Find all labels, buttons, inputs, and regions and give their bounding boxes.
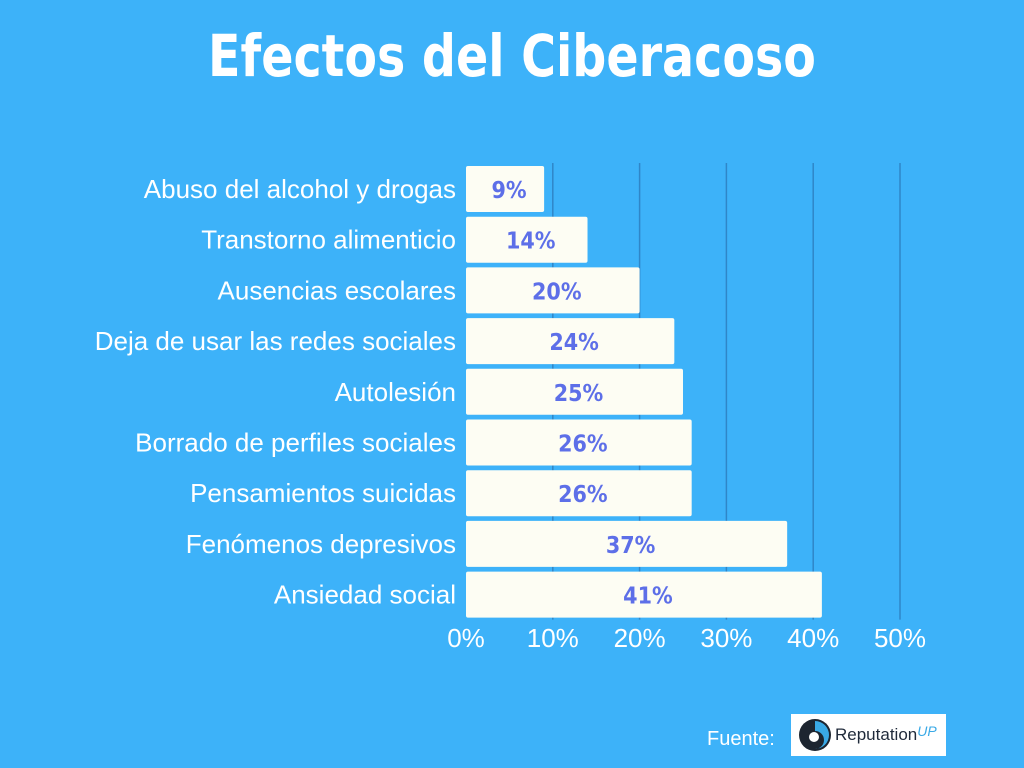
- value-label: 41%: [623, 584, 673, 610]
- chart-title: Efectos del Ciberacoso: [208, 22, 816, 90]
- bar: [466, 520, 788, 567]
- bar: [466, 419, 692, 466]
- bar-chart: Abuso del alcohol y drogas 9% Transtorno a…: [95, 163, 926, 653]
- logo-superscript: UP: [917, 723, 937, 739]
- category-label: Pensamientos suicidas: [190, 478, 456, 508]
- value-label: 25%: [554, 381, 604, 407]
- bar: [466, 216, 588, 263]
- reputationup-logo-icon: [799, 719, 831, 751]
- x-tick-label: 10%: [527, 623, 579, 653]
- x-tick-label: 50%: [874, 623, 926, 653]
- bar: [466, 470, 692, 517]
- bar: [466, 571, 822, 618]
- category-label: Ansiedad social: [274, 580, 456, 610]
- bar: [466, 368, 683, 415]
- logo-text: Reputation: [835, 725, 918, 744]
- x-tick-label: 0%: [447, 623, 485, 653]
- reputationup-logo[interactable]: Reputation UP: [791, 714, 946, 756]
- category-label: Ausencias escolares: [218, 275, 456, 305]
- bar: [466, 318, 675, 365]
- source-label: Fuente:: [707, 728, 775, 750]
- value-label: 9%: [491, 178, 526, 204]
- category-label: Borrado de perfiles sociales: [135, 428, 456, 458]
- category-label: Deja de usar las redes sociales: [95, 326, 456, 356]
- value-label: 20%: [532, 279, 582, 305]
- value-label: 26%: [558, 432, 608, 458]
- category-label: Transtorno alimenticio: [201, 225, 456, 255]
- value-label: 37%: [606, 533, 656, 559]
- value-label: 14%: [506, 229, 556, 255]
- x-tick-label: 20%: [614, 623, 666, 653]
- bar: [466, 166, 545, 212]
- category-label: Abuso del alcohol y drogas: [144, 174, 456, 204]
- x-tick-label: 30%: [700, 623, 752, 653]
- x-tick-label: 40%: [787, 623, 839, 653]
- category-label: Autolesión: [335, 377, 456, 407]
- value-label: 26%: [558, 482, 608, 508]
- value-label: 24%: [549, 330, 599, 356]
- category-label: Fenómenos depresivos: [186, 529, 456, 559]
- bar: [466, 267, 640, 314]
